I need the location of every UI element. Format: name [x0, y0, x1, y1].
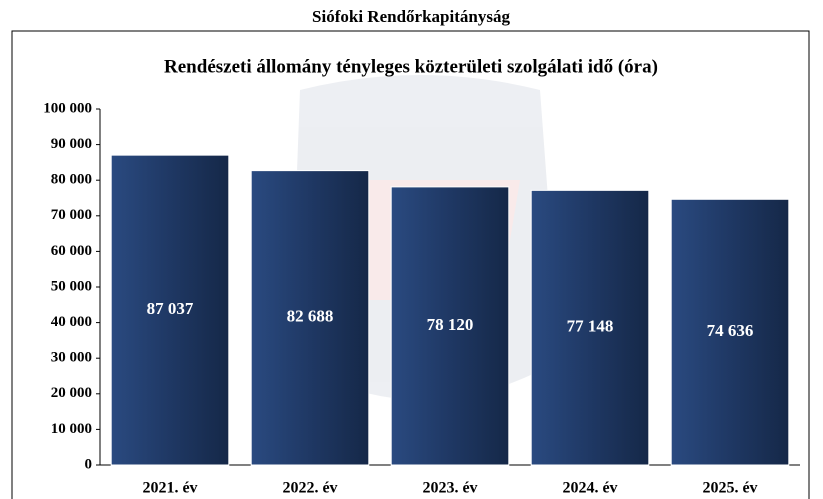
data-label: 74 636 — [707, 321, 754, 340]
data-label: 77 148 — [567, 317, 614, 336]
y-tick-label: 40 000 — [51, 314, 92, 330]
y-tick-label: 50 000 — [51, 278, 92, 294]
data-label: 82 688 — [287, 307, 334, 326]
y-tick-label: 30 000 — [51, 350, 92, 366]
x-tick-label: 2022. év — [282, 480, 337, 497]
chart-title: Rendészeti állomány tényleges közterület… — [164, 56, 658, 77]
bar — [390, 186, 510, 466]
y-tick-label: 100 000 — [43, 100, 92, 116]
y-tick-label: 80 000 — [51, 172, 92, 188]
y-tick-label: 70 000 — [51, 207, 92, 223]
y-tick-label: 10 000 — [51, 421, 92, 437]
bar — [670, 198, 790, 466]
bar — [110, 154, 230, 466]
data-label: 78 120 — [427, 315, 474, 334]
y-tick-label: 60 000 — [51, 243, 92, 259]
bar — [250, 170, 370, 466]
x-tick-label: 2025. év — [702, 480, 757, 497]
y-tick-label: 0 — [85, 456, 93, 472]
page-title: Siófoki Rendőrkapitányság — [312, 7, 510, 26]
y-tick-label: 90 000 — [51, 136, 92, 152]
chart-frame — [11, 30, 810, 499]
x-tick-label: 2023. év — [422, 480, 477, 497]
data-label: 87 037 — [147, 299, 194, 318]
y-tick-label: 20 000 — [51, 385, 92, 401]
x-tick-label: 2021. év — [142, 480, 197, 497]
x-tick-label: 2024. év — [562, 480, 617, 497]
bar — [530, 189, 650, 466]
